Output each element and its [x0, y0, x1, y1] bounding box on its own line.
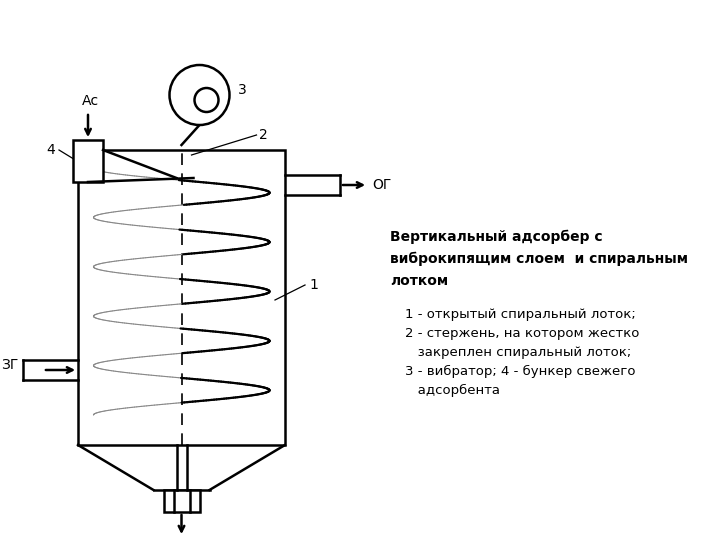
- Text: адсорбента: адсорбента: [405, 384, 500, 397]
- Text: виброкипящим слоем  и спиральным: виброкипящим слоем и спиральным: [390, 252, 688, 266]
- Text: закреплен спиральный лоток;: закреплен спиральный лоток;: [405, 346, 631, 359]
- Text: 1 - открытый спиральный лоток;: 1 - открытый спиральный лоток;: [405, 308, 636, 321]
- Text: 3: 3: [238, 83, 246, 97]
- Text: лотком: лотком: [390, 274, 448, 288]
- Text: ЗГ: ЗГ: [1, 358, 18, 372]
- Text: Вертикальный адсорбер с: Вертикальный адсорбер с: [390, 230, 603, 244]
- Circle shape: [194, 88, 218, 112]
- Bar: [78, 150, 285, 445]
- Text: 3 - вибратор; 4 - бункер свежего: 3 - вибратор; 4 - бункер свежего: [405, 365, 636, 378]
- Bar: [163, 490, 199, 512]
- Text: 4: 4: [47, 143, 55, 157]
- Text: ОГ: ОГ: [372, 178, 391, 192]
- Bar: [73, 140, 103, 182]
- Text: Ас: Ас: [81, 94, 99, 108]
- Text: 2: 2: [259, 128, 269, 142]
- Text: 1: 1: [309, 278, 318, 292]
- Circle shape: [169, 65, 230, 125]
- Text: 2 - стержень, на котором жестко: 2 - стержень, на котором жестко: [405, 327, 639, 340]
